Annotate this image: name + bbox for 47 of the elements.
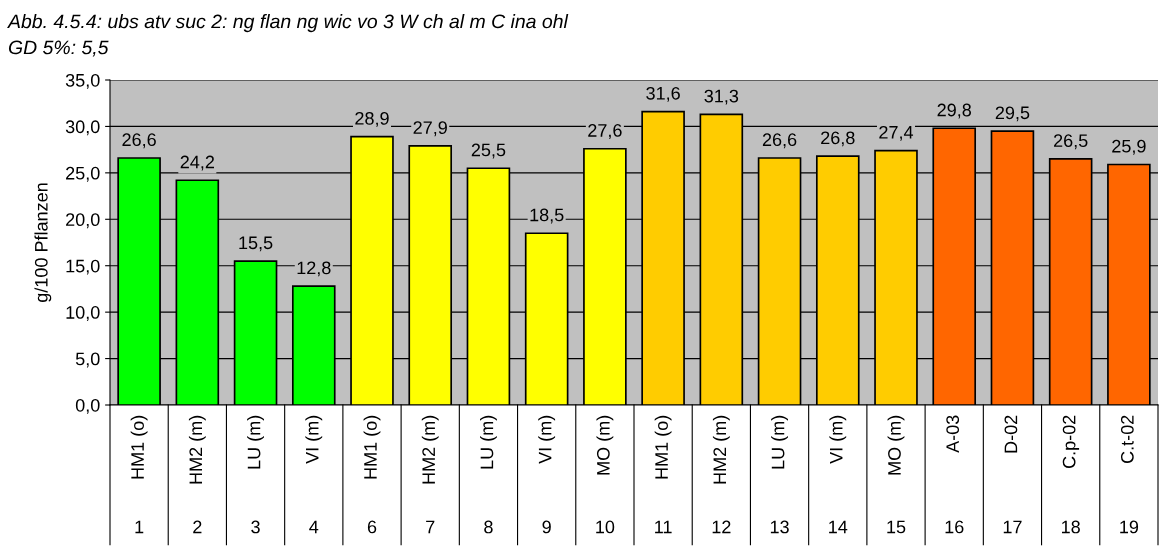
data-label: 27,9 [413,121,447,137]
category-label: VI (m) 9 [538,415,556,534]
category-label: HM2 (m) 7 [421,415,439,534]
y-tick-label: 35,0 [65,73,100,89]
data-label: 29,5 [995,106,1030,122]
y-tick-label: 5,0 [75,352,100,368]
data-label: 25,9 [1112,139,1146,155]
category-label: HM2 (m) 12 [712,415,731,534]
data-label: 18,5 [530,208,564,224]
y-tick-label: 0,0 [75,398,100,414]
caption: Abb. 4.5.4: ubs atv suc 2: ng flan ng wic vo 3 W ch al m C ina ohl [7,14,569,33]
y-tick-label: 25,0 [66,166,100,182]
category-label: VI (m) 14 [829,415,848,534]
data-label: 26,6 [122,133,156,149]
category-label: LU (m) 13 [770,415,789,534]
y-tick-label: 20,0 [66,213,100,229]
category-label: LU (m) 3 [247,415,264,534]
category-label: MO (m) 15 [887,415,906,534]
y-tick-label: 30,0 [65,120,100,136]
text: GD 5%: 5,5 [8,40,109,57]
data-label: 24,2 [180,155,214,171]
data-label: 27,6 [588,124,622,139]
category-label: HM1 (o) 1 [130,415,148,534]
data-label: 27,4 [879,125,914,141]
data-label: 29,8 [937,103,972,119]
y-tick-label: 15,0 [66,259,100,275]
category-label: HM1 (o) 11 [654,415,672,534]
data-label: 26,8 [821,131,855,147]
data-label: 25,5 [471,143,506,159]
data-label: 31,6 [646,86,680,102]
category-label: LU (m) 8 [480,415,497,534]
category-label: VI (m) 4 [305,415,323,534]
data-label: 28,9 [355,111,389,127]
y-tick-label: 10,0 [66,306,100,321]
y-axis-title: g/100 Pflanzen [34,183,52,302]
data-label: 26,5 [1054,134,1088,150]
data-label: 12,8 [297,261,331,277]
data-label: 15,5 [239,236,273,252]
category-label: C.t-02 19 [1120,415,1139,534]
category-label: A-03 16 [945,415,964,534]
data-label: 31,3 [704,89,739,105]
category-label: C.p-02 18 [1062,415,1080,534]
category-label: D-02 17 [1003,415,1022,534]
data-label: 26,6 [762,133,797,149]
category-label: MO (m) 10 [596,415,615,534]
category-label: HM2 (m) 2 [188,415,206,534]
category-label: HM1 (o) 6 [363,415,381,534]
